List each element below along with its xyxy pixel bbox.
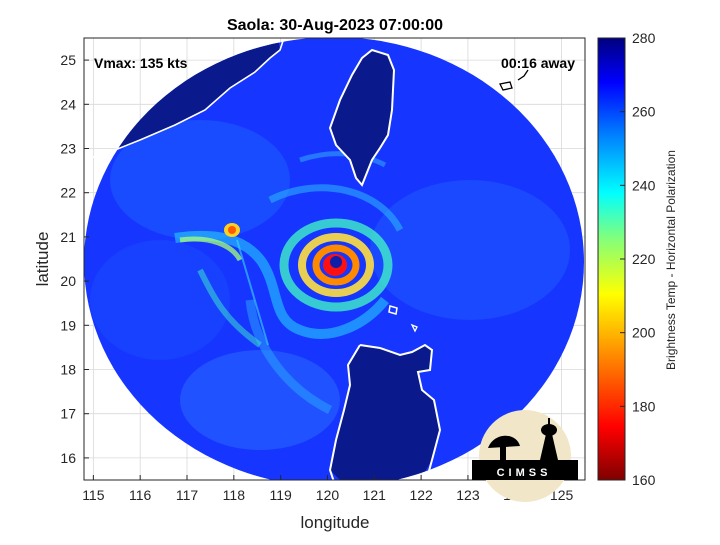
colorbar-tick-label: 160	[632, 472, 656, 488]
colorbar-tick-label: 220	[632, 251, 656, 267]
coastline-islet	[517, 69, 529, 81]
y-tick-label: 19	[60, 317, 76, 333]
x-tick-label: 120	[316, 487, 340, 503]
logo-ground	[472, 460, 578, 480]
logo-circle	[479, 410, 571, 502]
coastline-luzon-west	[328, 344, 361, 480]
storm-eye	[330, 256, 342, 268]
vmax-label: Vmax: 135 kts	[94, 55, 188, 71]
y-ticks: 16 17 18 19 20 21 22 23 24 25	[60, 52, 89, 466]
logo-text: CIMSS	[497, 467, 552, 479]
y-tick-label: 16	[60, 450, 76, 466]
y-axis-label: latitude	[33, 232, 52, 287]
rainband	[245, 299, 333, 415]
coastline-luzon	[359, 343, 442, 480]
storm-inner-ring	[312, 244, 360, 286]
x-tick-label: 121	[363, 487, 387, 503]
coastline-islet	[410, 323, 418, 333]
land-luzon	[330, 345, 440, 480]
y-tick-label: 17	[60, 406, 76, 422]
land-taiwan	[330, 50, 394, 185]
swath-seam	[236, 239, 269, 346]
x-axis-label: longitude	[300, 513, 369, 532]
logo-dish-icon	[488, 435, 520, 448]
x-tick-label: 123	[456, 487, 480, 503]
colorbar-tick-label: 240	[632, 177, 656, 193]
colorbar-tick-label: 260	[632, 104, 656, 120]
coastline-taiwan	[328, 48, 396, 187]
logo-tank-icon	[541, 424, 557, 436]
colorbar-label: Brightness Temp - Horizontal Polarizatio…	[664, 150, 678, 370]
storm-mid-ring	[298, 233, 374, 297]
swath-texture	[180, 350, 340, 450]
logo-tower-icon	[540, 434, 558, 460]
swath-texture	[370, 180, 570, 320]
chart-title: Saola: 30-Aug-2023 07:00:00	[227, 17, 443, 34]
swath-texture	[90, 240, 230, 360]
rainband	[174, 230, 389, 339]
time-away-label: 00:16 away	[501, 55, 575, 71]
logo-dish-stand	[500, 446, 506, 460]
cimss-logo: CIMSS	[472, 410, 578, 502]
y-tick-label: 22	[60, 185, 76, 201]
swath-texture	[110, 120, 290, 240]
x-tick-label: 119	[269, 487, 292, 503]
rainband	[268, 184, 404, 232]
y-tick-label: 21	[60, 229, 76, 245]
y-tick-label: 24	[60, 96, 76, 112]
colorbar-tick-label: 200	[632, 325, 656, 341]
y-tick-label: 18	[60, 362, 76, 378]
x-tick-label: 125	[550, 487, 574, 503]
x-tick-label: 116	[129, 487, 152, 503]
logo-tower-tip	[548, 418, 550, 426]
coastline-china	[84, 38, 285, 161]
y-tick-label: 23	[60, 141, 76, 157]
x-tick-label: 117	[176, 487, 199, 503]
storm-outer-ring	[279, 218, 393, 312]
coastline-islet	[499, 81, 513, 91]
x-ticks: 115116117118119120121122123124125	[82, 475, 573, 503]
x-tick-label: 118	[223, 487, 246, 503]
colorbar-tick-label: 180	[632, 398, 656, 414]
axes-box	[83, 37, 586, 481]
convection-spot-core	[228, 226, 236, 234]
rainband	[197, 268, 262, 348]
colorbar-ticks: 160 180 200 220 240 260 280	[620, 30, 656, 488]
x-tick-label: 122	[409, 487, 433, 503]
coastline-batanes	[388, 305, 398, 315]
rainband	[179, 236, 243, 262]
x-tick-label: 115	[82, 487, 105, 503]
colorbar-tick-label: 280	[632, 30, 656, 46]
y-tick-label: 25	[60, 52, 76, 68]
swath-layer	[84, 38, 584, 480]
y-tick-label: 20	[60, 273, 76, 289]
